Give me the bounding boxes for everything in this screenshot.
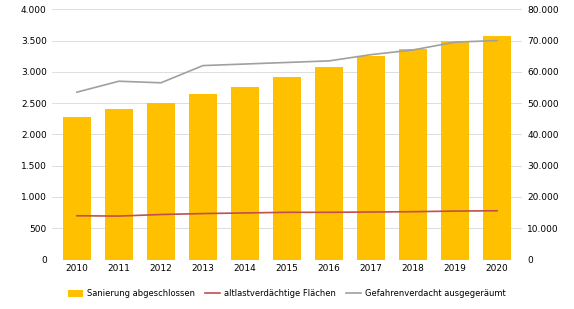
Gefahrenverdacht ausgegeräumt [157,81,164,85]
altlastverdächtige Flächen [410,210,417,214]
Bar [483,36,511,260]
Bar [189,94,216,260]
altlastverdächtige Flächen [157,213,164,216]
Bar [400,49,426,260]
Bar [148,103,174,260]
Gefahrenverdacht ausgegeräumt [452,40,459,44]
Line: altlastverdächtige Flächen: altlastverdächtige Flächen [77,211,497,216]
Gefahrenverdacht ausgegeräumt [410,48,417,52]
Bar [105,109,133,260]
Bar [358,56,385,260]
altlastverdächtige Flächen [494,209,501,213]
Gefahrenverdacht ausgegeräumt [284,61,290,64]
altlastverdächtige Flächen [367,210,374,214]
altlastverdächtige Flächen [284,210,290,214]
altlastverdächtige Flächen [242,211,249,215]
Bar [63,117,91,260]
Bar [315,67,343,260]
Gefahrenverdacht ausgegeräumt [115,79,122,83]
altlastverdächtige Flächen [325,210,332,214]
altlastverdächtige Flächen [115,214,122,218]
Gefahrenverdacht ausgegeräumt [73,90,80,94]
altlastverdächtige Flächen [200,212,207,215]
Bar [441,41,469,260]
Gefahrenverdacht ausgegeräumt [200,64,207,67]
Line: Gefahrenverdacht ausgegeräumt: Gefahrenverdacht ausgegeräumt [77,40,497,92]
Gefahrenverdacht ausgegeräumt [494,39,501,42]
Bar [273,77,301,260]
Gefahrenverdacht ausgegeräumt [242,62,249,66]
altlastverdächtige Flächen [452,209,459,213]
Gefahrenverdacht ausgegeräumt [325,59,332,63]
Gefahrenverdacht ausgegeräumt [367,53,374,57]
altlastverdächtige Flächen [73,214,80,218]
Bar [231,87,259,260]
Legend: Sanierung abgeschlossen, altlastverdächtige Flächen, Gefahrenverdacht ausgegeräu: Sanierung abgeschlossen, altlastverdächt… [65,286,509,302]
